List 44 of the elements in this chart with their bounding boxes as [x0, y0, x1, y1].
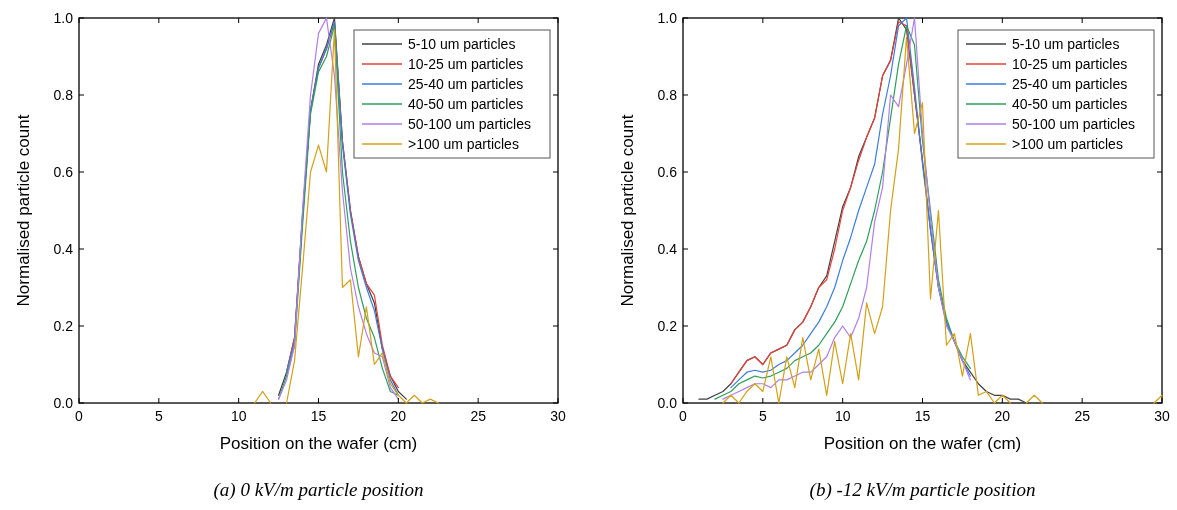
legend-label: >100 um particles [1012, 136, 1123, 152]
y-tick-label: 0.0 [657, 395, 678, 411]
x-axis-title: Position on the wafer (cm) [823, 434, 1022, 453]
text: (b) -12 kV/m particle position [809, 479, 1036, 501]
x-tick-label: 5 [154, 408, 163, 424]
legend-label: 5-10 um particles [1012, 36, 1120, 52]
legend-label: 40-50 um particles [408, 96, 524, 112]
y-axis-title: Normalised particle count [618, 114, 637, 307]
x-tick-label: 25 [1074, 408, 1091, 424]
x-tick-label: 15 [914, 408, 931, 424]
y-tick-label: 0.2 [657, 318, 678, 334]
x-axis-title: Position on the wafer (cm) [219, 434, 418, 453]
x-tick-label: 20 [994, 408, 1011, 424]
x-tick-label: 25 [470, 408, 487, 424]
y-tick-label: 0.6 [53, 164, 74, 180]
y-tick-label: 0.4 [657, 241, 678, 257]
y-tick-label: 0.2 [53, 318, 74, 334]
y-tick-label: 1.0 [657, 10, 678, 26]
x-tick-label: 20 [390, 408, 407, 424]
legend-label: 25-40 um particles [1012, 76, 1128, 92]
y-axis-title: Normalised particle count [14, 114, 33, 307]
legend-label: 50-100 um particles [1012, 116, 1135, 132]
legend-label: 10-25 um particles [408, 56, 524, 72]
legend-label: 5-10 um particles [408, 36, 516, 52]
legend-label: 10-25 um particles [1012, 56, 1128, 72]
y-tick-label: 0.8 [657, 87, 678, 103]
y-tick-label: 0.6 [657, 164, 678, 180]
legend-label: 50-100 um particles [408, 116, 531, 132]
x-tick-label: 0 [679, 408, 688, 424]
x-tick-label: 30 [1154, 408, 1170, 424]
x-tick-label: 15 [310, 408, 327, 424]
y-tick-label: 0.8 [53, 87, 74, 103]
text: (a) 0 kV/m particle position [213, 479, 424, 501]
x-tick-label: 10 [834, 408, 851, 424]
y-tick-label: 1.0 [53, 10, 74, 26]
legend-label: 40-50 um particles [1012, 96, 1128, 112]
x-tick-label: 0 [75, 408, 84, 424]
x-tick-label: 30 [550, 408, 566, 424]
y-tick-label: 0.0 [53, 395, 74, 411]
legend-label: >100 um particles [408, 136, 519, 152]
y-tick-label: 0.4 [53, 241, 74, 257]
x-tick-label: 10 [230, 408, 247, 424]
x-tick-label: 5 [758, 408, 767, 424]
legend-label: 25-40 um particles [408, 76, 524, 92]
